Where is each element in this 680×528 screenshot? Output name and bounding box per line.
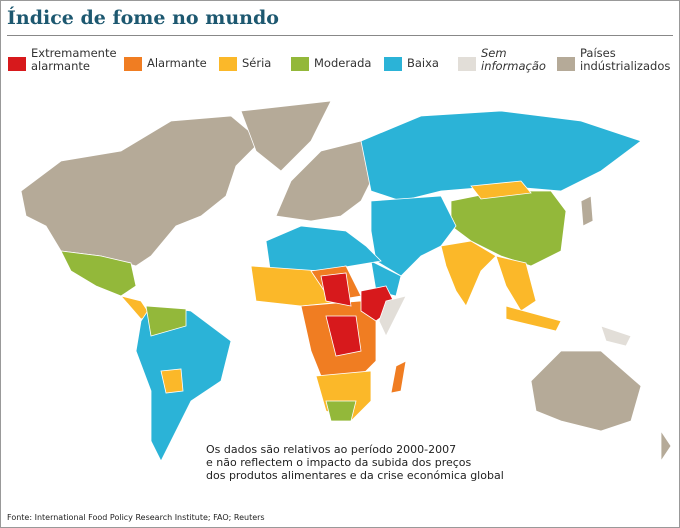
note-line: dos produtos alimentares e da crise econ… [206,469,504,482]
region [378,295,407,337]
source: Fonte: International Food Policy Researc… [7,513,265,522]
region [660,429,672,463]
region [495,255,537,312]
note-line: Os dados são relativos ao período 2000-2… [206,443,457,456]
legend-swatch [458,57,476,71]
legend-swatch [8,57,26,71]
region [160,368,184,394]
legend-swatch [219,57,237,71]
region [325,315,362,357]
region [505,305,562,332]
legend-label: Moderada [314,56,372,70]
legend-label: Países indústrializados [580,46,671,73]
title: Índice de fome no mundo [7,7,279,29]
note: Os dados são relativos ao período 2000-2… [206,443,504,482]
legend-label: Sem informação [481,46,546,73]
legend-swatch [557,57,575,71]
region [145,305,187,337]
region [580,195,594,227]
legend-swatch [384,57,402,71]
legend-label: Séria [242,56,272,70]
region [135,305,232,462]
title-rule [7,35,673,36]
region [370,195,457,277]
legend-label: Extremamente alarmante [31,46,117,73]
region [240,100,332,172]
region [60,250,137,297]
region [470,180,532,200]
region [325,400,357,422]
legend-swatch [124,57,142,71]
region [440,240,497,307]
legend-label: Alarmante [147,56,207,70]
note-line: e não reflectem o impacto da subida dos … [206,456,472,469]
legend-label: Baixa [407,56,439,70]
region [530,350,642,432]
region [390,360,407,394]
legend-swatch [291,57,309,71]
region [20,115,262,267]
region [600,325,632,347]
region [320,272,352,307]
